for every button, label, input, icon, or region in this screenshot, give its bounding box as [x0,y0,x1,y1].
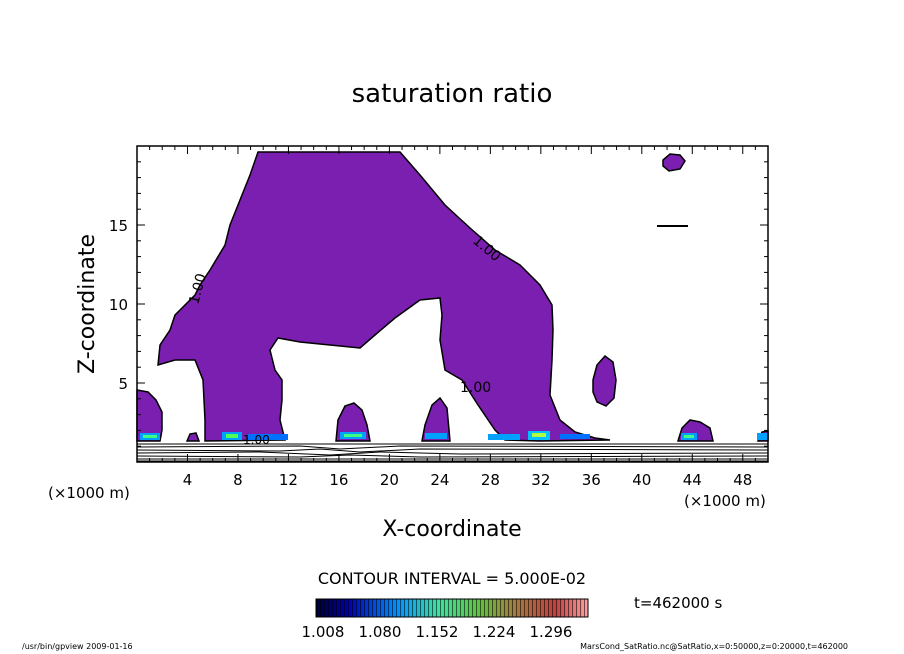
y-tick-label: 10 [109,296,128,314]
x-tick-label: 48 [733,471,752,489]
y-tick-label: 15 [109,217,128,235]
left-edge-region [136,389,163,442]
chart-title: saturation ratio [352,79,553,109]
colorbar-tick-label: 1.008 [302,623,345,641]
colorbar-tick-label: 1.224 [473,623,516,641]
tiny-region-6 [185,432,201,442]
blob-region-37 [592,354,617,407]
footer-right: MarsCond_SatRatio.nc@SatRatio,x=0:50000,… [580,642,848,651]
cloud-region-24 [421,396,451,442]
x-tick-label: 44 [683,471,702,489]
y-tick-label: 5 [118,375,128,393]
x-tick-label: 12 [279,471,298,489]
x-tick-label: 20 [380,471,399,489]
contour-label: 1.00 [243,433,270,447]
x-tick-label: 36 [582,471,601,489]
x-tick-label: 8 [233,471,243,489]
cloud-region-17 [335,402,371,442]
contour-label: 1.00 [186,272,210,306]
footer-left: /usr/bin/gpview 2009-01-16 [22,642,133,651]
main-plume-region [157,151,611,442]
colorbar-tick-label: 1.152 [416,623,459,641]
x-axis-ticks: 4 8 12 16 20 24 28 32 36 40 44 48 [149,146,756,489]
x-tick-label: 40 [632,471,651,489]
y-axis-label: Z-coordinate [75,234,100,374]
colorbar-ticks: 1.008 1.080 1.152 1.224 1.296 [302,623,573,641]
colorbar-tick-label: 1.296 [530,623,573,641]
surface-high-saturation [140,431,768,440]
x-tick-label: 24 [430,471,449,489]
x-axis-label: X-coordinate [382,517,521,542]
x-unit-label: (×1000 m) [684,492,766,510]
z-unit-label: (×1000 m) [48,484,130,502]
time-label: t=462000 s [634,594,722,612]
x-tick-label: 32 [531,471,550,489]
colorbar-tick-label: 1.080 [359,623,402,641]
contour-label: 1.00 [460,380,491,396]
saturation-fill-regions [136,151,769,442]
contour-interval-label: CONTOUR INTERVAL = 5.000E-02 [318,569,586,588]
blob-region-43 [662,153,686,172]
colorbar-stripes [316,599,588,617]
x-tick-label: 28 [481,471,500,489]
y-axis-ticks: 5 10 15 [109,161,768,447]
x-tick-label: 16 [329,471,348,489]
x-tick-label: 4 [183,471,193,489]
